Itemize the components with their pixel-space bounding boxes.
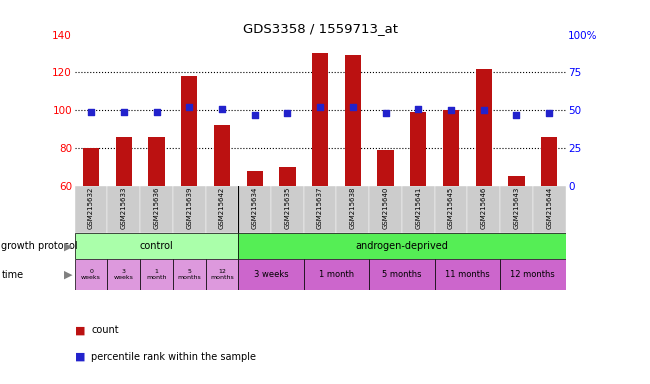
- Text: 5 months: 5 months: [382, 270, 422, 279]
- Text: GSM215632: GSM215632: [88, 187, 94, 229]
- Bar: [246, 171, 263, 300]
- Point: [86, 109, 96, 115]
- Text: 0
weeks: 0 weeks: [81, 269, 101, 280]
- Text: GSM215637: GSM215637: [317, 187, 323, 229]
- Text: GSM215643: GSM215643: [514, 187, 519, 229]
- Text: ▶: ▶: [64, 270, 73, 280]
- Point: [348, 104, 358, 110]
- Bar: [239, 233, 566, 259]
- Bar: [280, 167, 296, 300]
- Bar: [239, 186, 271, 233]
- Text: GSM215646: GSM215646: [481, 187, 487, 229]
- Bar: [500, 259, 566, 290]
- Bar: [271, 186, 304, 233]
- Bar: [148, 137, 164, 300]
- Text: GSM215641: GSM215641: [415, 187, 421, 229]
- Text: ■: ■: [75, 325, 89, 335]
- Bar: [75, 186, 107, 233]
- Bar: [533, 186, 566, 233]
- Bar: [75, 233, 239, 259]
- Text: time: time: [1, 270, 23, 280]
- Bar: [369, 259, 435, 290]
- Bar: [541, 137, 557, 300]
- Text: GSM215644: GSM215644: [546, 187, 552, 229]
- Point: [217, 106, 228, 112]
- Bar: [239, 259, 304, 290]
- Point: [413, 106, 424, 112]
- Bar: [435, 186, 467, 233]
- Point: [118, 109, 129, 115]
- Text: ■: ■: [75, 352, 89, 362]
- Text: 1 month: 1 month: [319, 270, 354, 279]
- Text: growth protocol: growth protocol: [1, 241, 78, 251]
- Point: [478, 107, 489, 113]
- Text: GSM215645: GSM215645: [448, 187, 454, 229]
- Bar: [312, 53, 328, 300]
- Bar: [140, 259, 173, 290]
- Bar: [107, 259, 140, 290]
- Point: [151, 109, 162, 115]
- Bar: [402, 186, 435, 233]
- Text: 12 months: 12 months: [510, 270, 555, 279]
- Text: androgen-deprived: androgen-deprived: [356, 241, 448, 251]
- Bar: [173, 259, 205, 290]
- Text: GSM215633: GSM215633: [121, 187, 127, 229]
- Bar: [378, 150, 394, 300]
- Text: GSM215639: GSM215639: [187, 187, 192, 229]
- Text: 11 months: 11 months: [445, 270, 489, 279]
- Point: [282, 110, 293, 116]
- Bar: [337, 186, 369, 233]
- Text: control: control: [140, 241, 174, 251]
- Point: [380, 110, 391, 116]
- Bar: [205, 186, 239, 233]
- Text: ▶: ▶: [64, 241, 73, 251]
- Text: 3 weeks: 3 weeks: [254, 270, 289, 279]
- Bar: [304, 259, 369, 290]
- Bar: [443, 110, 459, 300]
- Bar: [410, 112, 426, 300]
- Bar: [344, 55, 361, 300]
- Bar: [140, 186, 173, 233]
- Bar: [476, 69, 492, 300]
- Point: [250, 112, 260, 118]
- Bar: [107, 186, 140, 233]
- Point: [512, 112, 522, 118]
- Bar: [369, 186, 402, 233]
- Text: GSM215638: GSM215638: [350, 187, 356, 229]
- Text: GSM215640: GSM215640: [383, 187, 389, 229]
- Point: [446, 107, 456, 113]
- Text: GSM215642: GSM215642: [219, 187, 225, 229]
- Text: 12
months: 12 months: [210, 269, 234, 280]
- Text: GSM215636: GSM215636: [153, 187, 159, 229]
- Bar: [435, 259, 500, 290]
- Text: GSM215634: GSM215634: [252, 187, 257, 229]
- Bar: [467, 186, 500, 233]
- Bar: [173, 186, 205, 233]
- Text: count: count: [91, 325, 119, 335]
- Bar: [205, 259, 239, 290]
- Text: 5
months: 5 months: [177, 269, 201, 280]
- Text: GSM215635: GSM215635: [285, 187, 291, 229]
- Bar: [304, 186, 337, 233]
- Bar: [214, 125, 230, 300]
- Bar: [508, 176, 525, 300]
- Bar: [75, 259, 107, 290]
- Point: [184, 104, 194, 110]
- Text: 1
month: 1 month: [146, 269, 167, 280]
- Title: GDS3358 / 1559713_at: GDS3358 / 1559713_at: [242, 22, 398, 35]
- Point: [315, 104, 325, 110]
- Text: percentile rank within the sample: percentile rank within the sample: [91, 352, 256, 362]
- Bar: [83, 148, 99, 300]
- Point: [544, 110, 554, 116]
- Bar: [181, 76, 198, 300]
- Bar: [500, 186, 533, 233]
- Bar: [116, 137, 132, 300]
- Text: 3
weeks: 3 weeks: [114, 269, 134, 280]
